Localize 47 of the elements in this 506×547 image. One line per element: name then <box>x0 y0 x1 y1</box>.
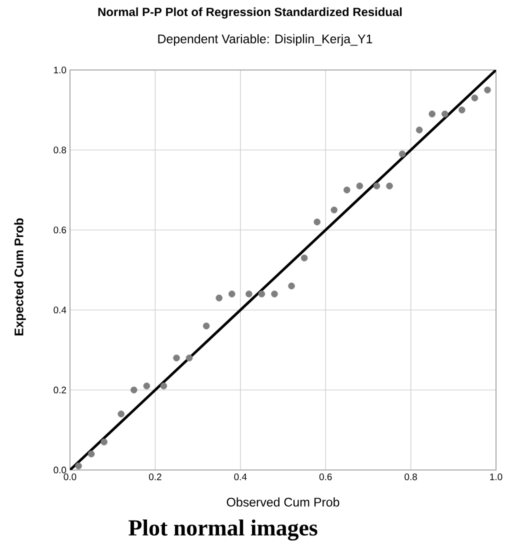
point <box>373 182 380 190</box>
point <box>216 294 223 302</box>
point <box>246 290 252 298</box>
x-tick-label: 1.0 <box>490 474 502 480</box>
y-tick-label: 1.0 <box>54 66 66 74</box>
point <box>442 110 448 118</box>
point <box>428 110 436 118</box>
point <box>416 126 423 134</box>
x-tick-label: 0.6 <box>319 474 332 480</box>
point <box>118 410 125 418</box>
point <box>143 382 150 390</box>
point <box>228 290 236 298</box>
point <box>314 218 321 226</box>
x-tick-label: 0.2 <box>149 474 162 480</box>
y-tick-label: 0.2 <box>54 386 66 394</box>
point <box>458 106 466 114</box>
point <box>258 290 266 298</box>
point <box>88 450 95 458</box>
y-axis-title: Expected Cum Prob <box>14 218 26 336</box>
point <box>484 86 491 94</box>
x-tick-label: 0.4 <box>234 474 247 480</box>
point <box>386 182 393 190</box>
y-tick-label: 0.6 <box>54 226 66 234</box>
point <box>186 354 193 362</box>
text: Plot normal images <box>128 520 318 540</box>
point <box>356 182 364 190</box>
chart-title: Normal P-P Plot of Regression Standardized Residual <box>98 7 402 19</box>
point <box>471 94 478 102</box>
y-tick-label: 0.0 <box>54 466 66 474</box>
point <box>75 462 82 470</box>
point <box>398 150 406 158</box>
x-tick-label: 0.8 <box>404 474 418 480</box>
x-tick-label: 0.0 <box>64 474 76 480</box>
point <box>300 254 308 262</box>
point <box>288 282 295 290</box>
y-tick-label: 0.4 <box>54 306 66 314</box>
point <box>271 290 278 298</box>
point <box>160 382 168 390</box>
x-axis-title: Observed Cum Prob <box>226 497 340 507</box>
point <box>330 206 338 214</box>
y-tick-label: 0.8 <box>54 146 66 154</box>
point <box>130 386 138 394</box>
chart-subtitle: Dependent Variable: Disiplin_Kerja_Y1 <box>158 34 372 46</box>
point <box>100 438 108 446</box>
point <box>344 186 350 194</box>
point <box>202 322 210 330</box>
point <box>173 354 180 362</box>
